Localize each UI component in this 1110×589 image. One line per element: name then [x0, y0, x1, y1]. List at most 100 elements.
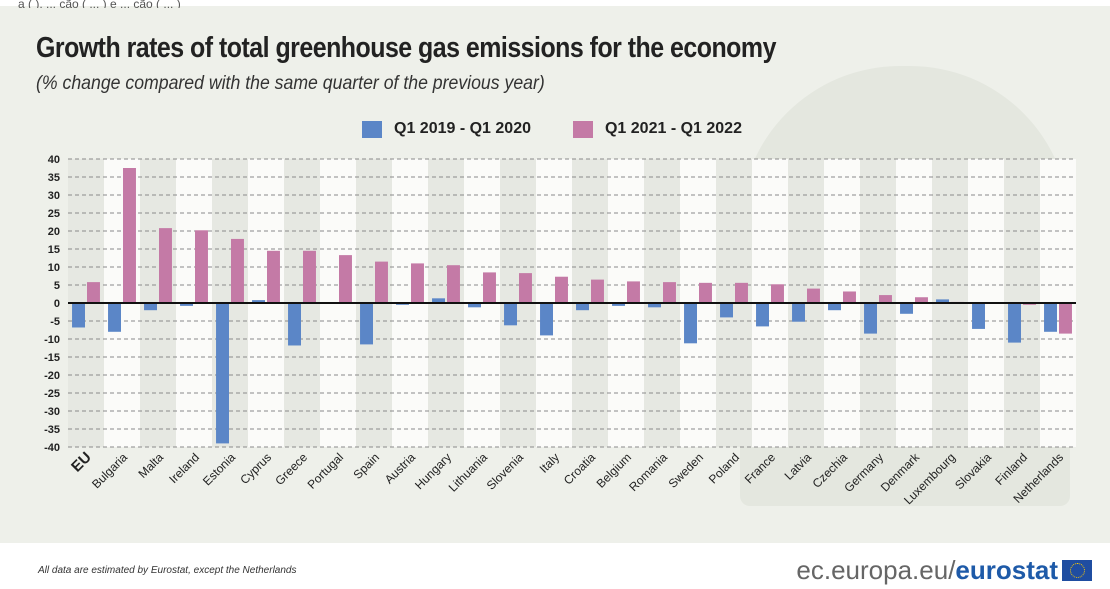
bar-series-2 [627, 281, 640, 303]
brand-domain: ec.europa.eu [796, 555, 949, 585]
bar-chart: 40 35 30 25 20 15 10 5 0 -5 -10 -15 -20 -25 -30 -35 -40 E… [44, 154, 1076, 507]
bar-series-2 [303, 250, 316, 303]
bar-series-2 [1059, 303, 1072, 334]
x-tick-label: France [742, 450, 779, 487]
brand-name: eurostat [955, 555, 1058, 585]
cropped-header-text: a ( ), ... ção ( ... ) e ... ção ( ... ) [18, 0, 181, 8]
eurostat-brand[interactable]: ec.europa.eu / eurostat [796, 555, 1092, 586]
x-tick-label: Poland [706, 450, 742, 486]
bar-series-2 [915, 297, 928, 303]
bar-series-1 [144, 303, 157, 311]
bar-series-1 [720, 303, 733, 318]
bar-series-1 [936, 299, 949, 303]
bar-series-2 [411, 263, 424, 303]
bar-series-2 [879, 295, 892, 303]
bar-series-1 [180, 303, 193, 306]
y-tick-label: -5 [50, 316, 60, 328]
x-tick-label: Latvia [782, 450, 815, 483]
bar-series-2 [591, 279, 604, 303]
bar-series-2 [771, 284, 784, 303]
legend-label-series-1: Q1 2019 - Q1 2020 [394, 120, 531, 137]
y-tick-label: 20 [48, 226, 60, 238]
legend-item-series-2: Q1 2021 - Q1 2022 [572, 120, 742, 138]
x-tick-label: Portugal [305, 450, 347, 492]
x-tick-label: Malta [135, 450, 166, 481]
bar-series-1 [648, 303, 661, 308]
x-tick-label: Cyprus [237, 450, 274, 487]
bar-series-2 [735, 282, 748, 303]
x-tick-label: Spain [351, 450, 383, 482]
bar-series-2 [375, 261, 388, 303]
x-tick-label: Italy [537, 450, 562, 475]
bar-series-2 [843, 291, 856, 303]
legend-swatch-series-1 [362, 120, 382, 138]
chart-title: Growth rates of total greenhouse gas emi… [36, 32, 776, 64]
bar-series-2 [663, 282, 676, 303]
y-tick-label: 5 [54, 280, 60, 292]
bar-series-2 [339, 255, 352, 303]
y-tick-label: 25 [48, 208, 60, 220]
bar-series-2 [519, 273, 532, 303]
y-tick-label: 15 [48, 244, 60, 256]
bar-series-1 [1008, 303, 1021, 343]
x-tick-label: EU [68, 449, 95, 476]
legend-swatch-series-2 [572, 120, 593, 138]
x-tick-label: Slovenia [484, 450, 527, 493]
x-tick-label: Estonia [200, 450, 238, 488]
footer-note: All data are estimated by Eurostat, exce… [38, 565, 297, 576]
bar-series-2 [87, 282, 100, 303]
chart-subtitle: (% change compared with the same quarter… [36, 73, 545, 94]
bar-series-2 [483, 272, 496, 303]
bar-series-1 [756, 303, 769, 327]
y-tick-label: 35 [48, 172, 60, 184]
bar-series-2 [231, 238, 244, 303]
chart-legend: Q1 2019 - Q1 2020 Q1 2021 - Q1 2022 [362, 120, 784, 138]
legend-label-series-2: Q1 2021 - Q1 2022 [604, 120, 742, 137]
y-tick-label: 40 [48, 154, 60, 166]
x-tick-label: Lithuania [446, 450, 491, 495]
bar-series-1 [72, 303, 85, 328]
x-tick-label: Bulgaria [89, 450, 130, 491]
bar-series-1 [288, 303, 301, 346]
x-tick-label: Slovakia [952, 450, 994, 492]
bar-series-1 [468, 303, 481, 308]
x-tick-label: Romania [626, 450, 670, 494]
bar-series-1 [684, 303, 697, 344]
bar-series-1 [792, 303, 805, 322]
y-tick-label: 0 [54, 298, 60, 310]
brand-slash: / [948, 555, 956, 585]
bar-series-1 [612, 303, 625, 306]
bar-series-1 [360, 303, 373, 345]
bar-series-1 [108, 303, 121, 332]
bar-series-1 [828, 303, 841, 311]
bar-series-1 [216, 303, 229, 444]
bar-series-2 [195, 230, 208, 303]
eu-flag-icon [1062, 560, 1092, 581]
bar-series-2 [267, 250, 280, 303]
y-tick-label: -35 [44, 424, 60, 436]
bar-series-2 [447, 265, 460, 303]
y-tick-label: -20 [44, 370, 60, 382]
bar-series-1 [972, 303, 985, 329]
x-tick-label: Germany [841, 450, 886, 495]
y-tick-label: -10 [44, 334, 60, 346]
y-tick-label: 30 [48, 190, 60, 202]
bar-series-2 [123, 168, 136, 303]
bar-series-2 [159, 228, 172, 303]
y-tick-label: -30 [44, 406, 60, 418]
bar-series-2 [807, 288, 820, 303]
y-tick-label: -25 [44, 388, 60, 400]
bar-series-1 [504, 303, 517, 326]
bar-series-1 [252, 300, 265, 303]
x-tick-label: Sweden [666, 450, 707, 491]
bar-series-1 [540, 303, 553, 336]
bar-series-1 [1044, 303, 1057, 332]
x-tick-label: Croatia [561, 450, 598, 487]
y-tick-label: -15 [44, 352, 60, 364]
bar-series-1 [900, 303, 913, 314]
bar-series-2 [699, 282, 712, 303]
y-tick-label: 10 [48, 262, 60, 274]
y-tick-label: -40 [44, 442, 60, 454]
bar-series-1 [864, 303, 877, 334]
bar-series-2 [555, 276, 568, 303]
